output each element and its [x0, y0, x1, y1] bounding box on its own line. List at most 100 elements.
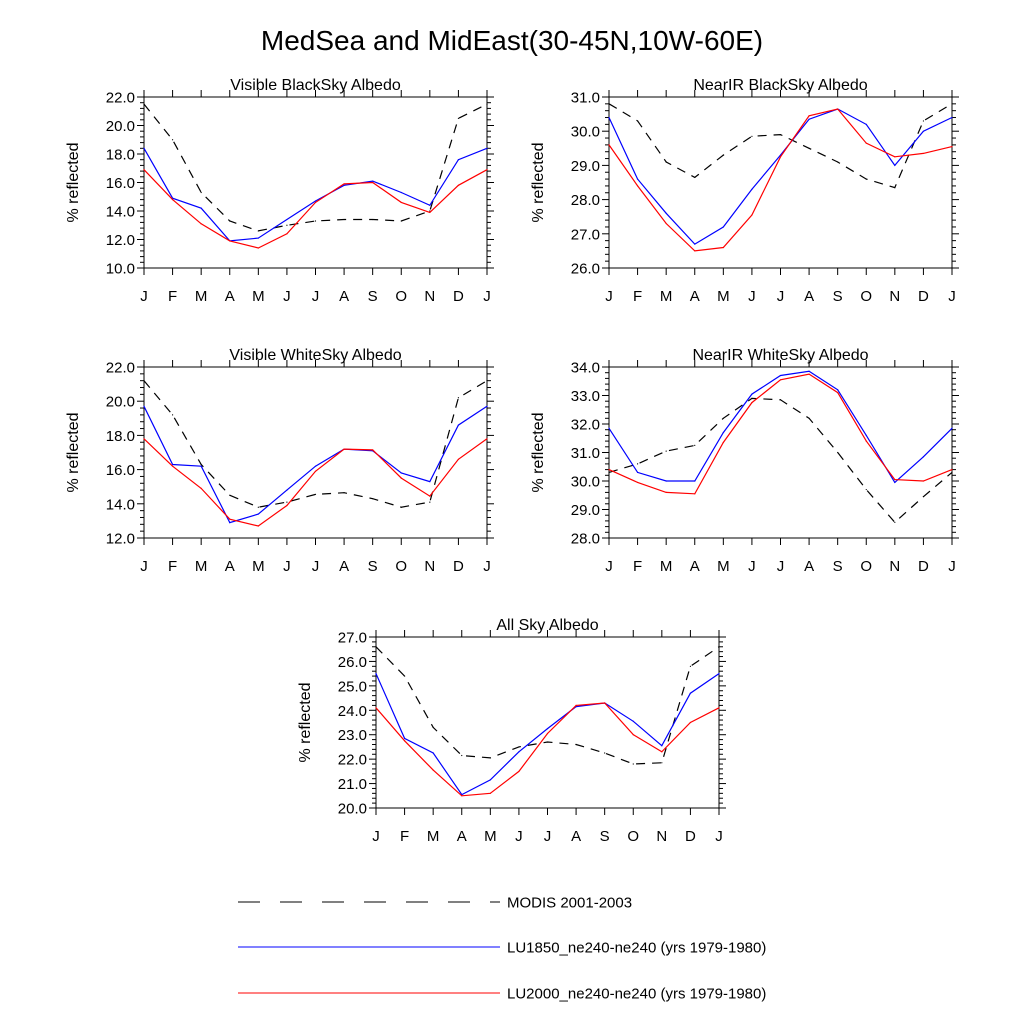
x-tick-label: J: [372, 828, 380, 845]
data-point: [457, 159, 460, 161]
data-point: [486, 405, 488, 407]
data-point: [837, 161, 839, 163]
series-line-lu1850: [143, 147, 488, 242]
data-point: [636, 178, 639, 180]
data-point: [808, 147, 810, 149]
data-point: [429, 204, 431, 206]
data-point: [808, 417, 810, 419]
series-points-modis: [143, 103, 488, 232]
chart-title: All Sky Albedo: [496, 617, 598, 634]
data-point: [314, 201, 317, 204]
legend-item-lu2000: LU2000_ne240-ne240 (yrs 1979-1980): [238, 986, 766, 1003]
data-point: [400, 191, 402, 194]
data-point: [665, 212, 667, 214]
x-tick-label: J: [483, 558, 491, 575]
y-tick-label: 25.0: [338, 678, 367, 695]
data-point: [457, 424, 460, 426]
x-tick-label: A: [457, 828, 467, 845]
data-point: [314, 220, 317, 222]
data-point: [171, 465, 174, 467]
data-point: [546, 732, 549, 735]
x-tick-label: O: [860, 558, 872, 575]
data-point: [665, 161, 667, 163]
data-point: [632, 763, 634, 765]
plot-frame: [608, 96, 953, 269]
data-point: [922, 480, 925, 482]
data-point: [257, 525, 259, 527]
data-point: [171, 463, 174, 466]
x-tick-label: M: [660, 558, 673, 575]
data-point: [546, 728, 549, 730]
data-point: [486, 147, 488, 149]
legend-item-lu1850: LU1850_ne240-ne240 (yrs 1979-1980): [238, 940, 766, 957]
data-point: [718, 646, 720, 648]
data-point: [171, 199, 174, 201]
series-points-lu2000: [143, 438, 488, 527]
x-tick-label: N: [889, 288, 900, 305]
data-point: [808, 370, 810, 372]
chart-panel-2: NearIR BlackSky Albedo % reflected 26.0 27.…: [530, 77, 959, 305]
y-tick-label: 12.0: [106, 232, 135, 249]
data-point: [314, 470, 317, 472]
data-point: [489, 779, 491, 781]
x-tick-label: J: [948, 288, 956, 305]
x-tick-label: D: [918, 558, 929, 575]
y-tick-label: 27.0: [571, 226, 600, 243]
x-tick-label: N: [889, 558, 900, 575]
data-point: [694, 243, 696, 245]
x-tick-label: S: [368, 288, 378, 305]
y-tick-label: 16.0: [106, 175, 135, 192]
series-line-lu2000: [143, 169, 488, 249]
series-line-lu2000: [608, 373, 953, 495]
y-tick-label: 24.0: [338, 703, 367, 720]
data-point: [722, 431, 724, 434]
y-tick-label: 20.0: [106, 394, 135, 411]
series-points-lu1850: [608, 370, 953, 484]
chart-panel-4: NearIR WhiteSky Albedo % reflected 28.0 29.…: [530, 347, 959, 575]
data-point: [489, 792, 491, 794]
data-point: [779, 374, 782, 377]
x-tick-label: J: [515, 828, 523, 845]
data-point: [837, 108, 839, 110]
data-point: [457, 184, 460, 186]
x-tick-label: J: [483, 288, 491, 305]
y-tick-label: 22.0: [106, 90, 135, 107]
x-tick-label: S: [833, 288, 843, 305]
data-point: [608, 116, 610, 119]
y-tick-label: 14.0: [106, 496, 135, 513]
x-tick-label: A: [690, 558, 700, 575]
x-tick-label: A: [690, 288, 700, 305]
data-point: [372, 180, 374, 182]
y-tick-label: 21.0: [338, 776, 367, 793]
data-point: [143, 147, 145, 149]
data-point: [865, 440, 867, 442]
data-point: [779, 379, 782, 381]
data-point: [661, 751, 663, 753]
data-point: [403, 675, 406, 677]
y-tick-label: 23.0: [338, 727, 367, 744]
x-tick-label: N: [424, 288, 435, 305]
data-point: [200, 465, 202, 467]
data-point: [837, 389, 839, 391]
data-point: [665, 491, 667, 493]
legend-label: LU2000_ne240-ne240 (yrs 1979-1980): [507, 986, 766, 1003]
data-point: [808, 373, 810, 375]
x-tick-label: M: [717, 558, 730, 575]
data-point: [429, 495, 431, 497]
data-point: [779, 156, 782, 158]
data-point: [343, 218, 345, 221]
data-point: [922, 456, 925, 458]
data-point: [689, 692, 692, 694]
y-tick-label: 20.0: [106, 118, 135, 135]
data-point: [894, 481, 896, 484]
data-point: [457, 397, 460, 399]
y-tick-label: 30.0: [571, 474, 600, 491]
series-line-lu1850: [143, 405, 488, 524]
y-axis-label: % reflected: [297, 682, 314, 762]
data-point: [751, 397, 753, 399]
y-axis-label: % reflected: [530, 142, 547, 222]
y-tick-label: 28.0: [571, 192, 600, 209]
data-point: [575, 743, 577, 746]
x-tick-label: J: [748, 288, 756, 305]
data-point: [286, 489, 288, 491]
